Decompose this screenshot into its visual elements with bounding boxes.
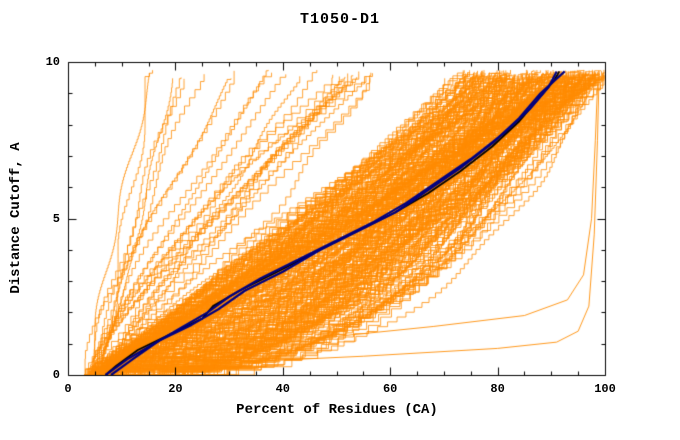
- x-tick-label: 40: [275, 382, 290, 396]
- y-tick-label: 10: [45, 55, 60, 69]
- x-tick-label: 60: [382, 382, 398, 396]
- x-tick-label: 80: [490, 382, 505, 396]
- x-axis-label: Percent of Residues (CA): [236, 402, 438, 418]
- y-tick-label: 5: [52, 211, 60, 226]
- y-tick-label: 0: [52, 368, 60, 382]
- x-tick-label: 0: [64, 382, 72, 396]
- x-tick-label: 100: [594, 382, 616, 396]
- x-tick-label: 20: [168, 382, 183, 396]
- y-axis-label: Distance Cutoff, A: [8, 142, 24, 294]
